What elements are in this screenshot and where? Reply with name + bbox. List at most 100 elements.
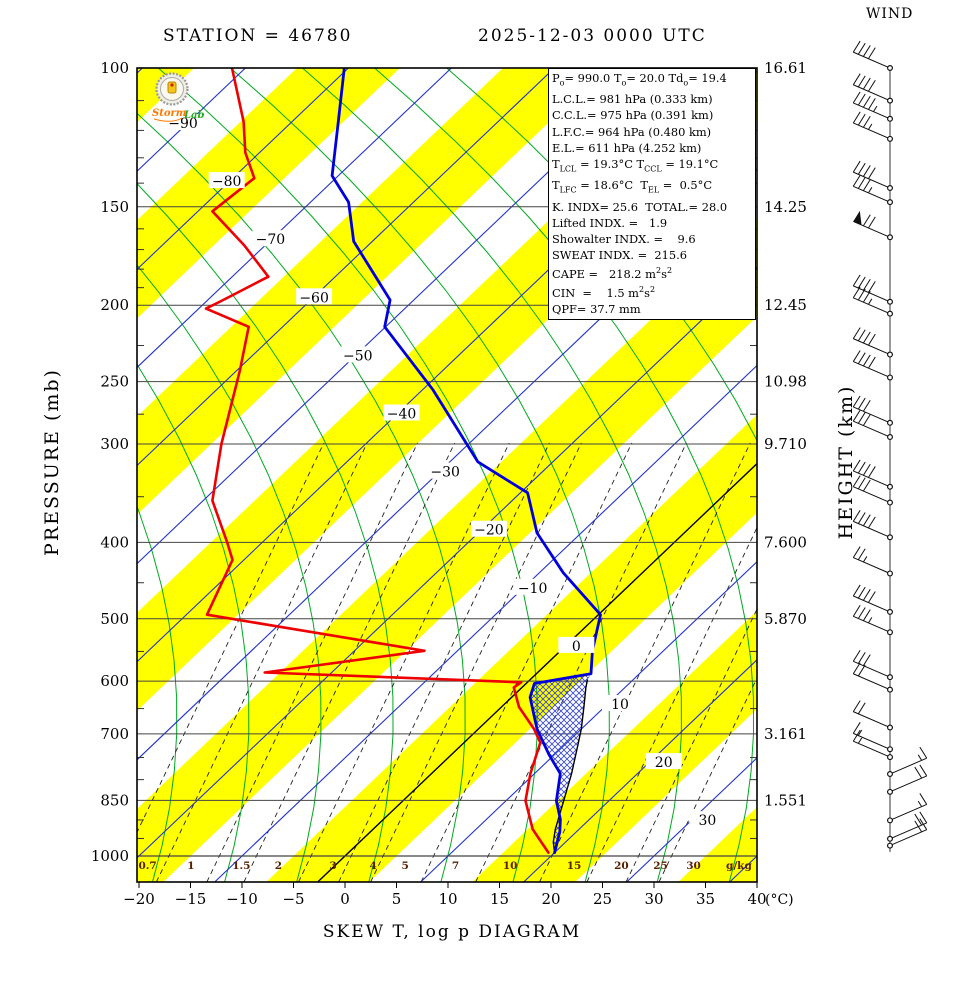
svg-text:−30: −30 [430,465,460,481]
svg-text:4: 4 [370,860,377,872]
wind-level-dot [886,199,893,206]
wind-barb [886,764,928,795]
svg-text:35: 35 [696,890,715,908]
sounding-indices-box: Po= 990.0 To= 20.0 Tdo= 19.4 L.C.L.= 981 … [548,68,756,320]
wind-level-dot [886,724,893,731]
wind-barb [852,327,893,358]
sounding-indices-line: TLFC = 18.6°C TEL = 0.5°C [552,178,713,195]
svg-text:16.61: 16.61 [764,59,807,77]
svg-text:−20: −20 [474,523,504,539]
svg-text:−70: −70 [256,232,286,248]
svg-text:40: 40 [747,890,766,908]
svg-text:30: 30 [698,813,716,829]
svg-text:25: 25 [653,860,668,872]
svg-text:3.161: 3.161 [764,725,807,743]
wind-barb [852,160,893,192]
wind-level-dot [886,629,893,636]
height-axis-title: HEIGHT (km) [835,384,857,540]
svg-text:−15: −15 [175,890,207,908]
sounding-indices-line: L.F.C.= 964 hPa (0.480 km) [552,124,712,139]
svg-text:−5: −5 [282,890,304,908]
wind-barb [886,746,928,778]
svg-text:400: 400 [100,533,129,551]
wind-barb [852,274,893,305]
svg-text:−60: −60 [299,290,329,306]
svg-text:0: 0 [340,890,350,908]
svg-text:700: 700 [100,725,129,743]
svg-text:9.710: 9.710 [764,435,807,453]
svg-text:10: 10 [438,890,457,908]
sounding-indices-line: QPF= 37.7 mm [552,301,641,316]
wind-level-dot [886,771,893,778]
wind-barb [852,662,893,693]
mixing-ratio-lines [137,442,757,882]
svg-text:7.600: 7.600 [764,533,807,551]
plot-border [136,67,758,883]
wind-level-dot [886,483,893,490]
svg-text:2: 2 [275,860,282,872]
wind-level-dot [886,788,893,795]
svg-text:600: 600 [100,672,129,690]
svg-text:0: 0 [572,639,581,655]
wind-level-dot [886,842,893,849]
height-tick-labels: 16.61 14.25 12.45 10.98 9.710 7.600 5.870 3.161… [764,59,807,809]
svg-text:−10: −10 [226,890,258,908]
svg-text:30: 30 [686,860,701,872]
wind-barb-column [852,40,928,852]
svg-text:15: 15 [490,890,509,908]
wind-level-dot [886,534,893,541]
logo-word1: Storm [152,108,186,119]
wind-barb [852,40,893,71]
wind-level-dot [886,298,893,305]
sounding-indices-line: Lifted INDX. = 1.9 [552,215,668,230]
wind-level-dot [886,674,893,681]
wind-level-dot [886,185,893,192]
diagram-caption: SKEW T, log p DIAGRAM [322,922,582,942]
svg-text:20: 20 [655,755,673,771]
wind-barb [886,818,928,849]
wind-level-dot [886,234,893,241]
wind-barb [852,722,893,753]
svg-text:1.5: 1.5 [232,860,250,872]
wind-level-dot [886,686,893,693]
svg-text:−80: −80 [212,174,242,190]
wind-barb [852,409,893,441]
svg-text:1000: 1000 [91,847,129,865]
wind-barb [852,700,893,731]
wind-axis-title: WIND [866,6,914,22]
svg-text:850: 850 [100,791,129,809]
svg-text:30: 30 [644,890,663,908]
svg-text:10.98: 10.98 [764,373,807,391]
sounding-indices-line: SWEAT INDX. = 215.6 [552,247,687,262]
svg-text:12.45: 12.45 [764,296,807,314]
isotherm-labels: −90 −80 −70 −60 −50 −40 −30 −20 −10 0 10 20 30 [165,114,726,829]
wind-barb [852,111,893,142]
wind-barb [852,584,893,615]
svg-text:14.25: 14.25 [764,198,807,216]
plot-area: −90 −80 −70 −60 −50 −40 −30 −20 −10 0 10 20 30 0.7 1 1.… [137,68,757,882]
svg-text:20: 20 [541,890,560,908]
svg-text:5.870: 5.870 [764,610,807,628]
wind-barb [852,459,893,490]
wind-barb [852,395,893,426]
svg-text:250: 250 [100,373,129,391]
wind-level-dot [886,419,893,426]
wind-level-dot [886,351,893,358]
dewpoint-curve [204,68,550,854]
svg-text:10: 10 [611,697,629,713]
temp-unit-label: (°C) [765,892,794,908]
wind-barb [886,811,928,842]
sounding-indices-line: CAPE = 218.2 m2s2 [552,265,673,281]
wind-level-dot [886,135,893,142]
svg-text:20: 20 [614,860,629,872]
wind-barb [852,350,893,381]
wind-barb [852,729,893,761]
sounding-indices-line: TLCL = 19.3°C TCCL = 19.1°C [552,156,719,174]
svg-text:0.7: 0.7 [138,860,156,872]
svg-text:7: 7 [452,860,459,872]
station-title: STATION = 46780 [163,26,353,46]
svg-text:200: 200 [100,296,129,314]
